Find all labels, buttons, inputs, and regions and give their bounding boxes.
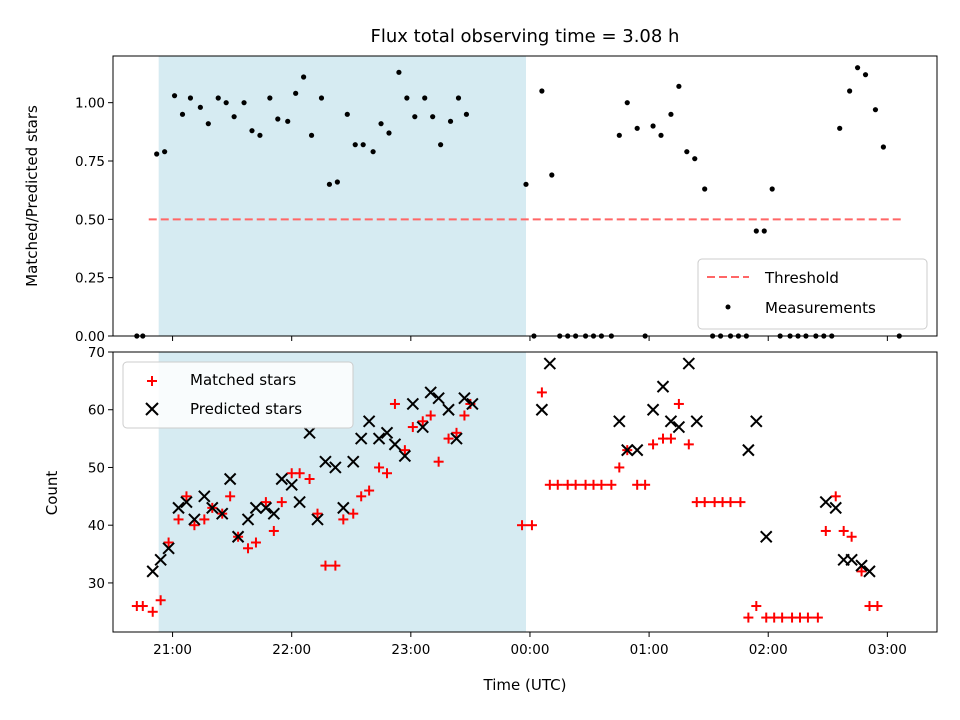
measurement-point	[863, 72, 868, 77]
x-tick-label: 01:00	[630, 642, 669, 658]
y-tick-label: 1.00	[75, 96, 105, 112]
measurement-point	[396, 70, 401, 75]
measurement-point	[404, 95, 409, 100]
measurement-point	[188, 95, 193, 100]
top-y-axis-label: Matched/Predicted stars	[23, 105, 41, 287]
y-tick-label: 0.00	[75, 329, 105, 345]
y-tick-label: 40	[88, 518, 105, 534]
legend-threshold-label: Threshold	[764, 269, 839, 287]
bottom-y-axis-label: Count	[43, 471, 61, 516]
measurement-point	[684, 149, 689, 154]
x-tick-label: 03:00	[868, 642, 907, 658]
measurement-point	[371, 149, 376, 154]
measurement-point	[650, 123, 655, 128]
measurement-point	[361, 142, 366, 147]
measurement-point	[198, 105, 203, 110]
measurement-point	[180, 112, 185, 117]
x-tick-label: 02:00	[749, 642, 788, 658]
measurement-point	[162, 149, 167, 154]
measurement-point	[293, 91, 298, 96]
y-tick-label: 60	[88, 403, 105, 419]
x-tick-label: 22:00	[272, 642, 311, 658]
measurement-point	[327, 182, 332, 187]
measurement-point	[456, 95, 461, 100]
x-tick-label: 23:00	[391, 642, 430, 658]
figure: 0.00 0.25 0.50 0.75 1.00 Flux total observin…	[0, 0, 960, 720]
legend-predicted-label: Predicted stars	[190, 400, 302, 418]
y-tick-label: 70	[88, 345, 105, 361]
measurement-point	[319, 95, 324, 100]
legend-measurements-label: Measurements	[765, 299, 876, 317]
measurement-point	[285, 119, 290, 124]
measurement-point	[422, 95, 427, 100]
measurement-point	[539, 88, 544, 93]
measurement-point	[676, 84, 681, 89]
measurement-point	[523, 182, 528, 187]
measurement-point	[881, 144, 886, 149]
measurement-point	[873, 107, 878, 112]
measurement-point	[301, 74, 306, 79]
top-legend: Threshold Measurements	[698, 259, 927, 329]
measurement-point	[206, 121, 211, 126]
measurement-point	[770, 186, 775, 191]
legend-measurements-swatch	[726, 305, 731, 310]
y-tick-label: 0.75	[75, 154, 105, 170]
measurement-point	[353, 142, 358, 147]
top-shaded-region	[159, 56, 526, 336]
measurement-point	[275, 116, 280, 121]
measurement-point	[378, 121, 383, 126]
y-tick-label: 50	[88, 460, 105, 476]
measurement-point	[448, 119, 453, 124]
measurement-point	[702, 186, 707, 191]
measurement-point	[464, 112, 469, 117]
measurement-point	[692, 156, 697, 161]
measurement-point	[855, 65, 860, 70]
x-axis-label: Time (UTC)	[483, 676, 567, 694]
measurement-point	[335, 179, 340, 184]
y-tick-label: 0.50	[75, 212, 105, 228]
measurement-point	[549, 172, 554, 177]
measurement-point	[635, 126, 640, 131]
measurement-point	[249, 128, 254, 133]
y-tick-label: 30	[88, 576, 105, 592]
measurement-point	[386, 130, 391, 135]
measurement-point	[172, 93, 177, 98]
y-tick-label: 0.25	[75, 271, 105, 287]
measurement-point	[412, 114, 417, 119]
measurement-point	[345, 112, 350, 117]
measurement-point	[154, 151, 159, 156]
measurement-point	[309, 133, 314, 138]
bottom-legend: Matched stars Predicted stars	[123, 362, 353, 428]
legend-matched-label: Matched stars	[190, 371, 296, 389]
measurement-point	[438, 142, 443, 147]
measurement-point	[257, 133, 262, 138]
measurement-point	[267, 95, 272, 100]
measurement-point	[241, 100, 246, 105]
measurement-point	[847, 88, 852, 93]
measurement-point	[216, 95, 221, 100]
measurement-point	[658, 133, 663, 138]
measurement-point	[224, 100, 229, 105]
top-title: Flux total observing time = 3.08 h	[371, 26, 680, 47]
x-tick-label: 00:00	[511, 642, 550, 658]
measurement-point	[625, 100, 630, 105]
measurement-point	[754, 228, 759, 233]
measurement-point	[668, 112, 673, 117]
measurement-point	[617, 133, 622, 138]
measurement-point	[232, 114, 237, 119]
measurement-point	[762, 228, 767, 233]
measurement-point	[430, 114, 435, 119]
measurement-point	[837, 126, 842, 131]
x-tick-label: 21:00	[153, 642, 192, 658]
